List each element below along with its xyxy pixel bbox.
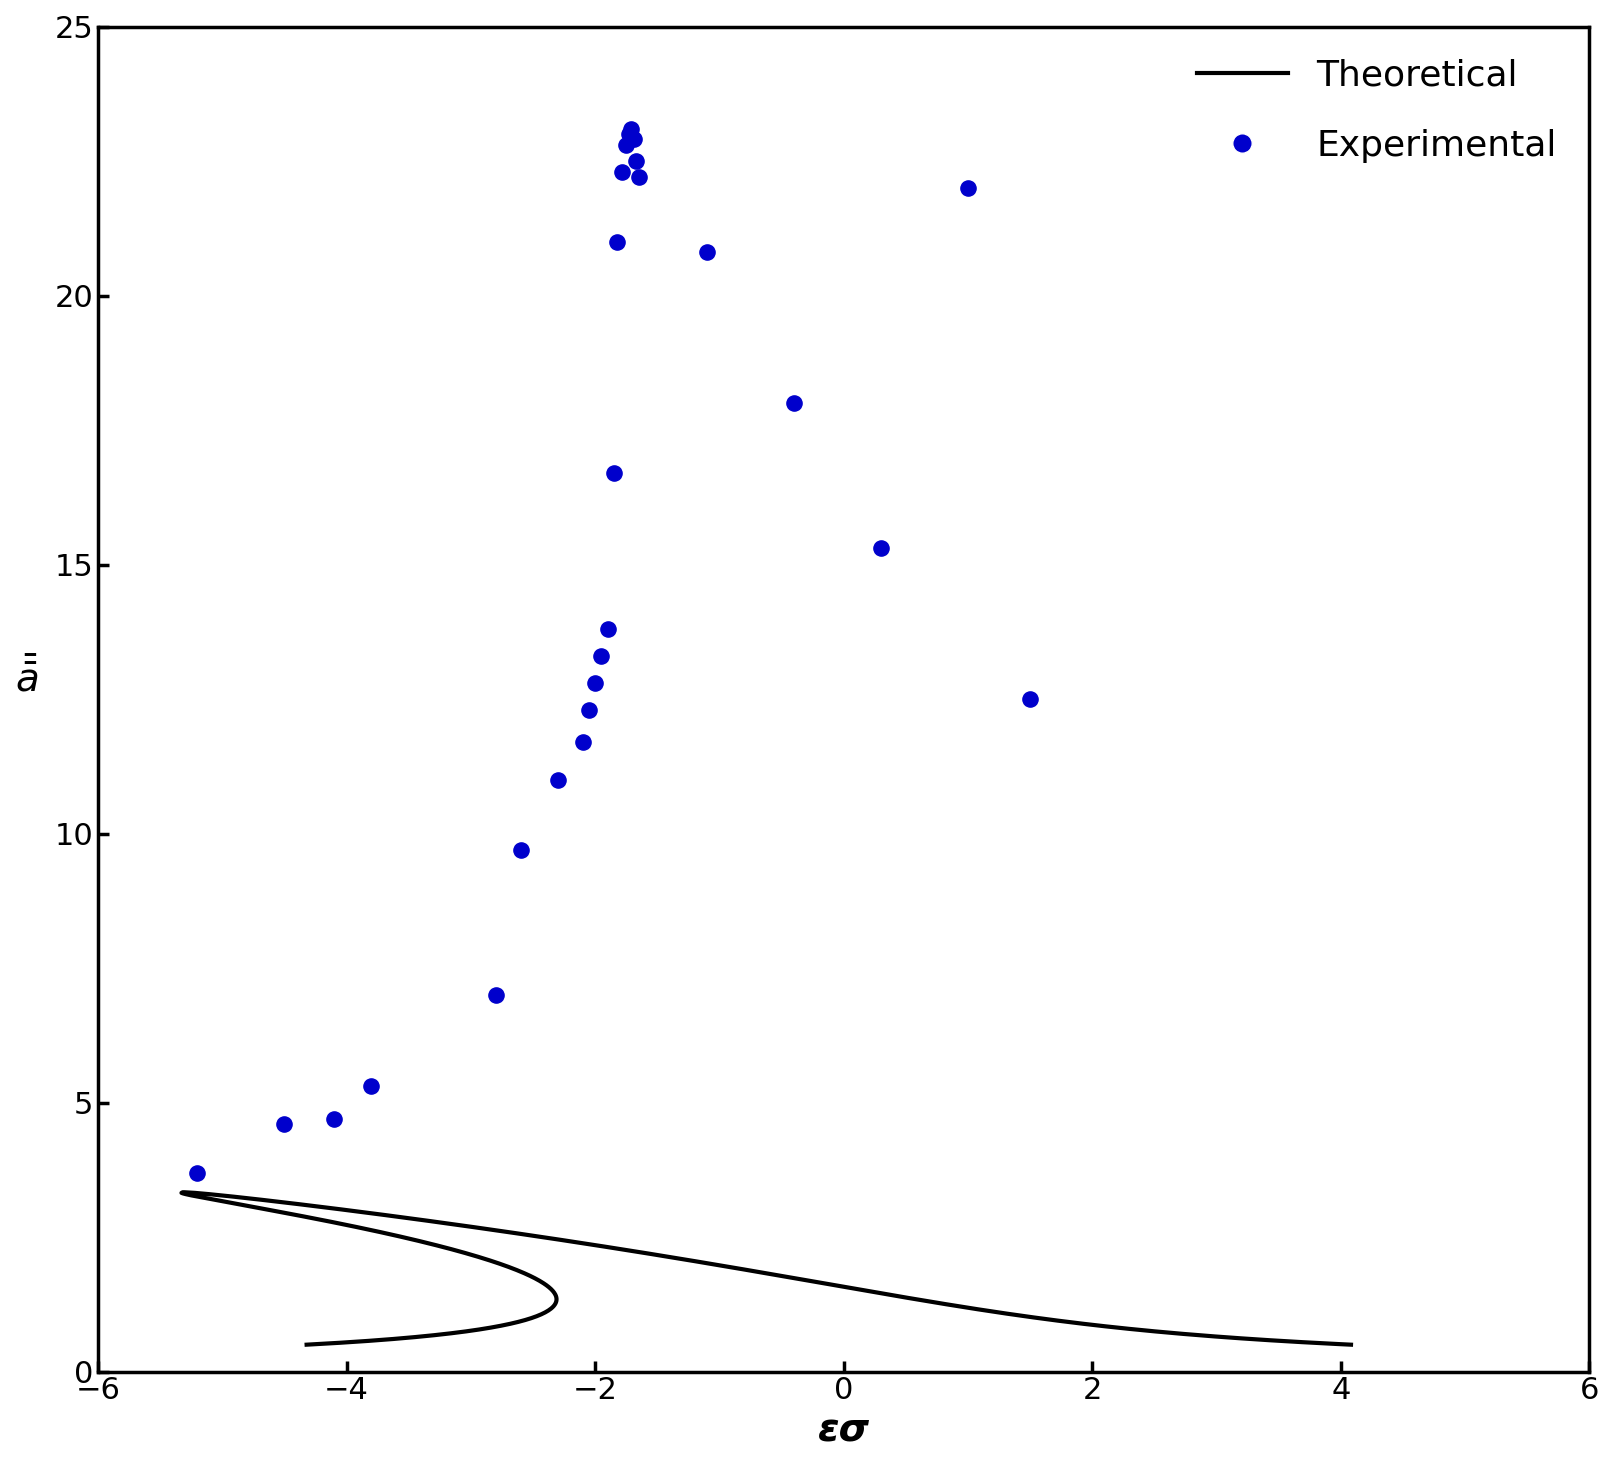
Point (546, 769, 571, 792)
Point (583, 671, 608, 694)
Point (621, 127, 647, 151)
Point (508, 837, 534, 861)
Point (694, 240, 720, 264)
Point (321, 1107, 347, 1130)
Point (955, 176, 981, 199)
Point (618, 117, 644, 141)
Y-axis label: $\bar{\bar{a}}$: $\bar{\bar{a}}$ (15, 657, 39, 698)
Point (868, 537, 894, 561)
Point (623, 149, 649, 173)
Point (594, 618, 620, 641)
Point (576, 698, 602, 722)
Point (570, 731, 596, 754)
Point (1017, 687, 1043, 710)
Point (358, 1075, 384, 1098)
Point (271, 1113, 297, 1136)
Point (610, 160, 636, 183)
Point (613, 133, 639, 157)
Point (600, 461, 626, 485)
Point (184, 1161, 210, 1184)
Point (626, 165, 652, 189)
Point (617, 123, 642, 146)
X-axis label: εσ: εσ (818, 1411, 870, 1449)
Legend: Theoretical, Experimental: Theoretical, Experimental (1183, 44, 1572, 177)
Point (483, 984, 508, 1007)
Point (605, 230, 631, 253)
Point (589, 644, 615, 668)
Point (781, 391, 807, 414)
